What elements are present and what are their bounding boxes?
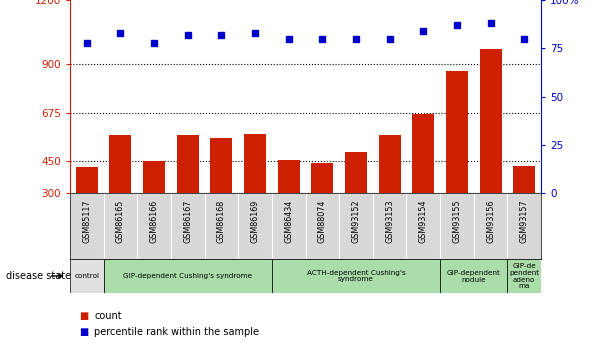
Text: GIP-dependent Cushing's syndrome: GIP-dependent Cushing's syndrome: [123, 273, 252, 279]
Text: GSM93157: GSM93157: [520, 200, 529, 243]
Text: GSM85117: GSM85117: [82, 200, 91, 243]
Text: GSM86166: GSM86166: [150, 200, 159, 243]
Text: ■: ■: [79, 327, 88, 337]
Text: GSM86165: GSM86165: [116, 200, 125, 243]
Bar: [210, 138, 232, 258]
Bar: [440, 259, 508, 293]
Bar: [446, 71, 468, 258]
Bar: [76, 167, 98, 258]
Text: GSM86169: GSM86169: [250, 200, 260, 243]
Text: count: count: [94, 311, 122, 321]
Text: ■: ■: [79, 311, 88, 321]
Text: percentile rank within the sample: percentile rank within the sample: [94, 327, 259, 337]
Bar: [480, 49, 502, 258]
Bar: [513, 166, 535, 258]
Bar: [379, 135, 401, 258]
Text: GSM93152: GSM93152: [351, 200, 361, 243]
Bar: [311, 163, 333, 258]
Bar: [177, 135, 199, 258]
Text: GSM93153: GSM93153: [385, 200, 394, 243]
Bar: [508, 259, 541, 293]
Text: ACTH-dependent Cushing's
syndrome: ACTH-dependent Cushing's syndrome: [306, 269, 406, 283]
Bar: [244, 134, 266, 258]
Bar: [143, 161, 165, 258]
Bar: [345, 152, 367, 258]
Text: GSM86167: GSM86167: [183, 200, 192, 243]
Text: GSM88074: GSM88074: [318, 200, 327, 243]
Text: disease state: disease state: [6, 271, 71, 281]
Text: GSM86168: GSM86168: [217, 200, 226, 243]
Bar: [278, 160, 300, 258]
Text: GSM93154: GSM93154: [419, 200, 428, 243]
Text: GIP-dependent
nodule: GIP-dependent nodule: [447, 269, 501, 283]
Text: GSM93155: GSM93155: [452, 200, 461, 243]
Text: control: control: [74, 273, 99, 279]
Text: GSM86434: GSM86434: [284, 200, 293, 243]
Text: GSM93156: GSM93156: [486, 200, 495, 243]
Bar: [103, 259, 272, 293]
Bar: [272, 259, 440, 293]
Text: GIP-de
pendent
adeno
ma: GIP-de pendent adeno ma: [510, 263, 539, 289]
Bar: [412, 114, 434, 258]
Bar: [109, 135, 131, 258]
Bar: [70, 259, 103, 293]
